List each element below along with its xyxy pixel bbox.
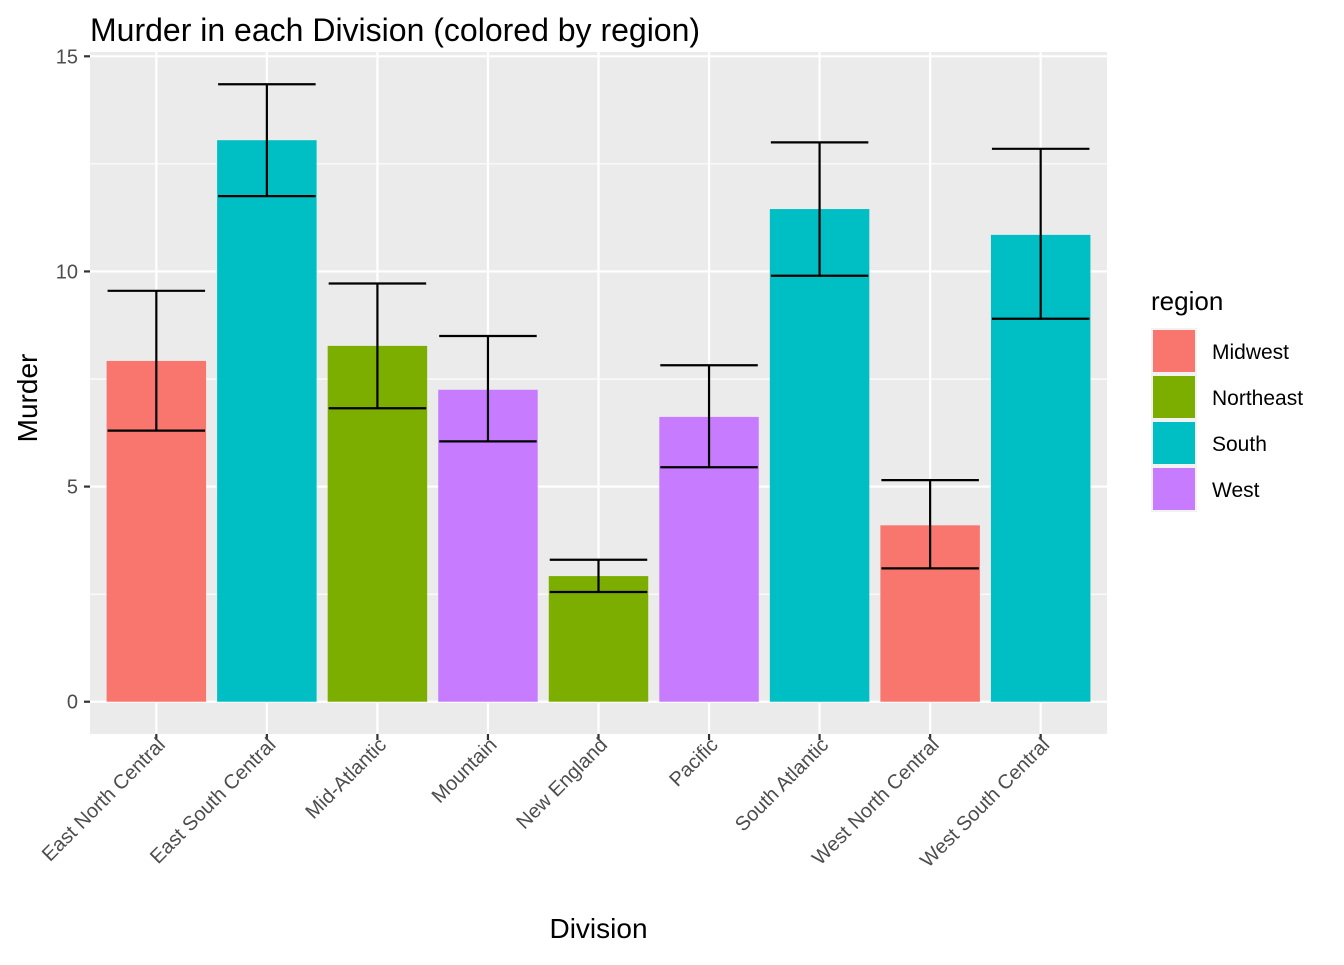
legend-swatch — [1153, 468, 1195, 510]
x-tick-label: Mountain — [428, 734, 502, 808]
x-tick-label: Mid-Atlantic — [302, 734, 391, 823]
x-axis-title: Division — [549, 913, 647, 944]
y-axis: 0 5 10 15 — [56, 46, 90, 714]
legend-title: region — [1151, 286, 1223, 316]
error-bar — [439, 334, 537, 443]
y-axis-title: Murder — [12, 354, 43, 443]
legend-swatch — [1153, 376, 1195, 418]
x-tick-label: Pacific — [665, 734, 722, 791]
error-bar — [770, 141, 869, 277]
legend-items: Midwest Northeast South West — [1151, 328, 1303, 512]
y-tick-label: 5 — [67, 477, 78, 499]
legend-label: Northeast — [1212, 387, 1303, 410]
legend-label: South — [1212, 433, 1267, 456]
y-tick-label: 10 — [56, 261, 78, 283]
legend-label: West — [1212, 479, 1260, 502]
bar — [548, 576, 649, 702]
error-bar — [107, 289, 206, 432]
x-tick-label: East North Central — [38, 734, 170, 866]
legend-swatch — [1153, 422, 1195, 464]
bar — [217, 140, 317, 702]
errorbars — [107, 83, 1090, 594]
legend-swatch — [1153, 330, 1195, 372]
x-tick-label: New England — [512, 734, 612, 834]
bar — [769, 209, 870, 702]
error-bar — [549, 558, 648, 594]
legend-label: Midwest — [1212, 341, 1289, 364]
error-bar — [218, 83, 316, 198]
error-bar — [991, 147, 1090, 320]
error-bar — [881, 479, 979, 570]
legend: region Midwest Northeast South West — [1151, 286, 1303, 512]
x-tick-label: East South Central — [146, 734, 280, 868]
y-tick-label: 0 — [67, 692, 78, 714]
chart-title: Murder in each Division (colored by regi… — [90, 12, 700, 48]
y-tick-label: 15 — [56, 46, 78, 68]
error-bar — [660, 364, 758, 469]
error-bar — [328, 282, 427, 410]
x-tick-label: South Atlantic — [731, 734, 833, 836]
